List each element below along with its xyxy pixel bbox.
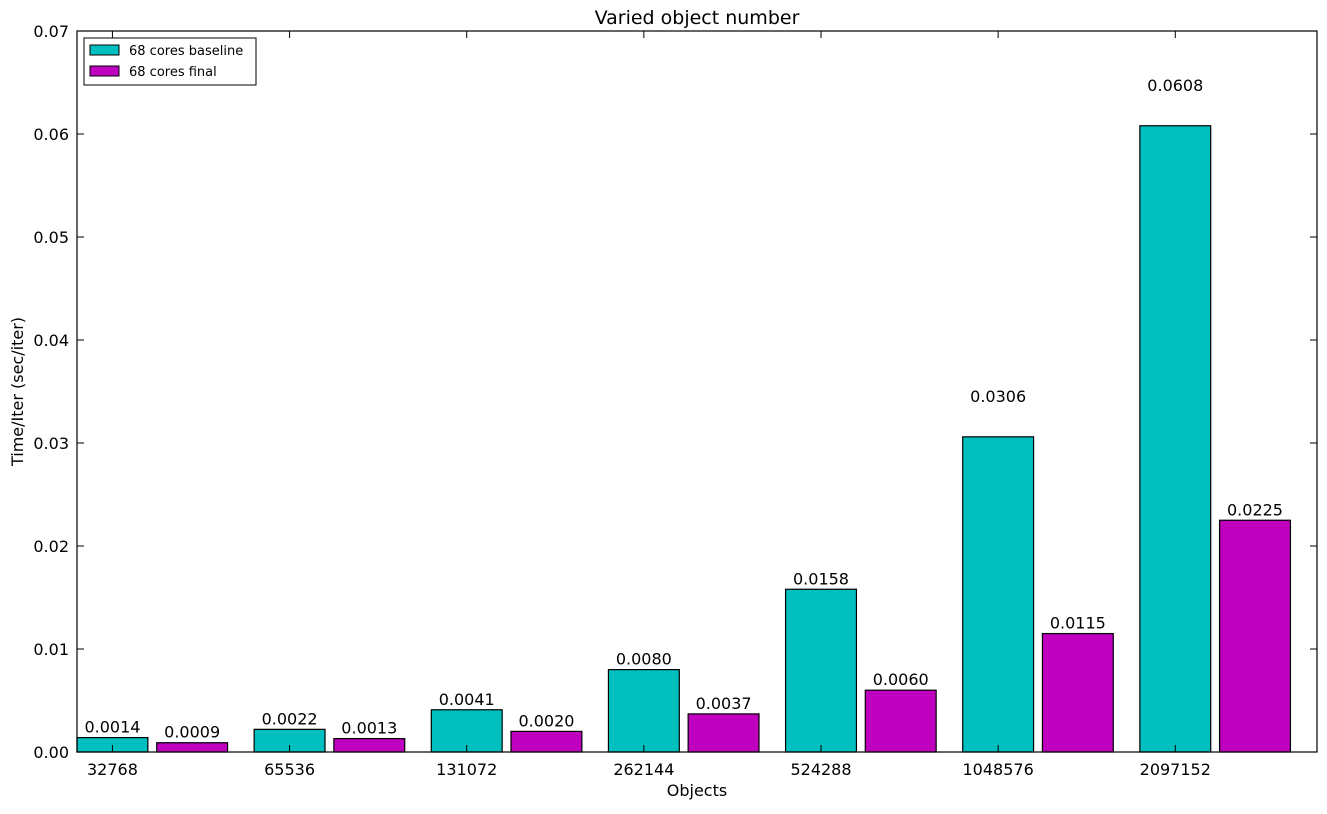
bar-baseline-2097152 xyxy=(1139,125,1212,753)
x-tick-label-524288: 524288 xyxy=(790,760,851,779)
chart-title: Varied object number xyxy=(595,7,800,29)
x-tick-label-262144: 262144 xyxy=(613,760,674,779)
data-label-baseline-65536: 0.0022 xyxy=(262,709,318,728)
x-tick-label-2097152: 2097152 xyxy=(1140,760,1211,779)
data-label-baseline-2097152: 0.0608 xyxy=(1147,76,1203,95)
bar-final-1048576 xyxy=(1041,632,1114,753)
bar-final-131072 xyxy=(510,730,583,753)
x-tick-label-65536: 65536 xyxy=(264,760,315,779)
legend-swatch-baseline xyxy=(89,44,120,56)
y-tick-label: 0.05 xyxy=(33,228,69,247)
y-tick-label: 0.00 xyxy=(33,743,69,762)
y-tick-label: 0.04 xyxy=(33,331,69,350)
bar-final-262144 xyxy=(687,713,760,753)
bar-final-65536 xyxy=(333,738,406,753)
bars-layer xyxy=(76,125,1292,753)
legend: 68 cores baseline 68 cores final xyxy=(83,37,257,86)
y-axis-label: Time/Iter (sec/iter) xyxy=(8,317,27,467)
bar-final-2097152 xyxy=(1218,519,1292,753)
plot-frame xyxy=(76,30,1318,753)
data-label-baseline-131072: 0.0041 xyxy=(439,690,495,709)
data-label-final-32768: 0.0009 xyxy=(164,723,220,742)
data-labels-layer: 0.0014 0.0022 0.0041 0.0080 0.0158 0.0306 0.06… xyxy=(84,76,1283,742)
y-tick-label: 0.06 xyxy=(33,125,69,144)
x-tick-label-32768: 32768 xyxy=(87,760,138,779)
data-label-final-1048576: 0.0115 xyxy=(1050,614,1106,633)
data-label-final-2097152: 0.0225 xyxy=(1227,500,1283,519)
data-label-final-65536: 0.0013 xyxy=(341,719,397,738)
x-tick-label-131072: 131072 xyxy=(436,760,497,779)
y-tick-label: 0.03 xyxy=(33,434,69,453)
legend-label-final: 68 cores final xyxy=(129,65,217,80)
y-tick-label: 0.07 xyxy=(33,22,69,41)
bar-baseline-1048576 xyxy=(962,436,1035,753)
bar-baseline-524288 xyxy=(784,588,858,753)
data-label-final-524288: 0.0060 xyxy=(873,670,929,689)
axes-layer: 0.00 0.01 0.02 0.03 0.04 0.05 0.06 0.07 32768 655… xyxy=(33,22,1318,779)
bar-baseline-262144 xyxy=(607,668,680,753)
data-label-final-262144: 0.0037 xyxy=(696,694,752,713)
bar-final-32768 xyxy=(156,742,229,753)
x-axis-label: Objects xyxy=(667,781,727,800)
y-tick-label: 0.01 xyxy=(33,640,69,659)
legend-swatch-final xyxy=(89,65,120,77)
data-label-baseline-262144: 0.0080 xyxy=(616,650,672,669)
bar-final-524288 xyxy=(864,689,937,753)
x-tick-label-1048576: 1048576 xyxy=(963,760,1034,779)
data-label-baseline-524288: 0.0158 xyxy=(793,569,849,588)
data-label-baseline-1048576: 0.0306 xyxy=(970,387,1026,406)
data-label-baseline-32768: 0.0014 xyxy=(84,718,140,737)
data-label-final-131072: 0.0020 xyxy=(518,711,574,730)
y-tick-label: 0.02 xyxy=(33,537,69,556)
legend-label-baseline: 68 cores baseline xyxy=(129,44,243,59)
